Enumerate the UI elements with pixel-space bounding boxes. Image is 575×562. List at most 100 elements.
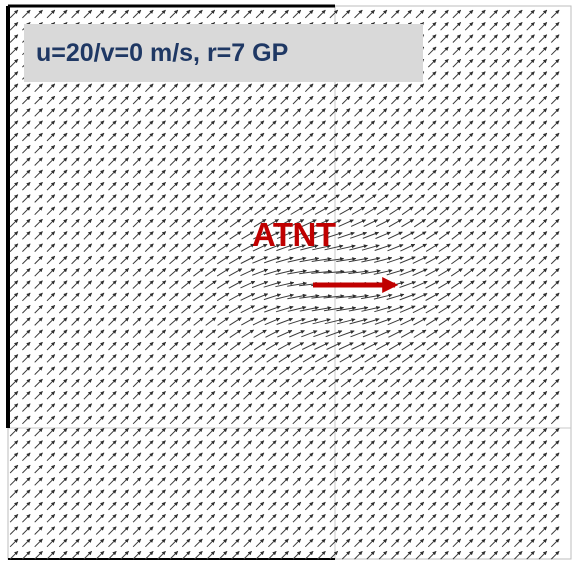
vector-arrow bbox=[46, 231, 56, 240]
vector-arrow bbox=[243, 145, 253, 154]
vector-arrow bbox=[366, 83, 375, 93]
vector-arrow bbox=[353, 415, 363, 425]
vector-arrow bbox=[304, 391, 315, 400]
vector-arrow bbox=[280, 108, 289, 117]
vector-arrow bbox=[501, 526, 511, 535]
vector-arrow bbox=[538, 22, 548, 31]
vector-arrow bbox=[415, 95, 425, 105]
vector-arrow bbox=[464, 22, 474, 31]
vector-arrow bbox=[255, 181, 265, 191]
vector-arrow bbox=[58, 83, 68, 93]
vector-arrow bbox=[132, 194, 142, 203]
vector-arrow bbox=[46, 464, 56, 474]
vector-arrow bbox=[338, 342, 354, 350]
vector-arrow bbox=[354, 83, 363, 93]
vector-arrow bbox=[341, 427, 351, 437]
vector-arrow bbox=[243, 538, 252, 548]
vector-arrow bbox=[378, 427, 388, 437]
vector-arrow bbox=[46, 9, 56, 19]
vector-arrow bbox=[464, 218, 474, 228]
vector-arrow bbox=[169, 403, 179, 412]
vector-arrow bbox=[34, 95, 43, 105]
vector-arrow bbox=[425, 280, 440, 289]
vector-arrow bbox=[415, 145, 425, 154]
vector-arrow bbox=[46, 452, 56, 462]
vector-arrow bbox=[401, 341, 414, 351]
vector-arrow bbox=[169, 391, 179, 400]
vector-arrow bbox=[336, 257, 357, 262]
vector-arrow bbox=[169, 145, 179, 154]
vector-arrow bbox=[95, 378, 105, 388]
vector-arrow bbox=[83, 9, 93, 19]
vector-arrow bbox=[538, 440, 548, 449]
vector-arrow bbox=[46, 489, 56, 498]
vector-arrow bbox=[287, 305, 307, 312]
vector-arrow bbox=[452, 58, 462, 68]
vector-arrow bbox=[194, 464, 203, 474]
vector-arrow bbox=[205, 341, 216, 351]
vector-arrow bbox=[514, 83, 523, 93]
vector-arrow bbox=[169, 95, 179, 105]
vector-arrow bbox=[329, 526, 339, 535]
vector-arrow bbox=[193, 268, 204, 277]
vector-arrow bbox=[58, 206, 68, 216]
vector-arrow bbox=[181, 354, 191, 363]
vector-arrow bbox=[120, 427, 129, 437]
vector-arrow bbox=[348, 256, 369, 263]
vector-arrow bbox=[194, 550, 203, 560]
vector-arrow bbox=[353, 391, 364, 400]
vector-arrow bbox=[292, 95, 302, 105]
vector-arrow bbox=[255, 403, 265, 412]
vector-arrow bbox=[438, 280, 451, 289]
vector-arrow bbox=[352, 194, 365, 203]
vector-arrow bbox=[58, 292, 68, 302]
vector-arrow bbox=[292, 9, 302, 19]
vector-arrow bbox=[169, 120, 179, 129]
vector-arrow bbox=[339, 206, 353, 215]
vector-arrow bbox=[243, 108, 252, 117]
vector-arrow bbox=[169, 366, 179, 375]
vector-arrow bbox=[218, 9, 228, 19]
vector-arrow bbox=[58, 194, 68, 203]
vector-arrow bbox=[144, 354, 154, 363]
vector-arrow bbox=[501, 108, 511, 117]
vector-arrow bbox=[9, 304, 19, 314]
vector-arrow bbox=[304, 464, 314, 474]
vector-arrow bbox=[169, 550, 179, 560]
vector-arrow bbox=[22, 317, 31, 326]
vector-arrow bbox=[501, 9, 511, 19]
vector-arrow bbox=[71, 514, 80, 523]
vector-arrow bbox=[217, 243, 230, 252]
vector-arrow bbox=[402, 378, 413, 388]
vector-arrow bbox=[58, 550, 68, 560]
vector-arrow bbox=[205, 255, 217, 265]
vector-arrow bbox=[83, 169, 93, 179]
vector-arrow bbox=[526, 46, 535, 56]
vector-arrow bbox=[304, 415, 314, 425]
vector-arrow bbox=[169, 132, 179, 142]
vector-arrow bbox=[34, 329, 43, 339]
vector-arrow bbox=[362, 318, 380, 325]
vector-arrow bbox=[538, 255, 548, 265]
vector-arrow bbox=[206, 464, 216, 474]
vector-arrow bbox=[550, 415, 560, 425]
vector-arrow bbox=[364, 354, 378, 363]
vector-arrow bbox=[514, 95, 523, 105]
vector-arrow bbox=[538, 280, 548, 289]
vector-arrow bbox=[71, 427, 80, 437]
vector-arrow bbox=[464, 329, 475, 339]
vector-arrow bbox=[22, 464, 31, 474]
vector-arrow bbox=[218, 477, 228, 486]
vector-arrow bbox=[108, 169, 117, 179]
vector-arrow bbox=[452, 403, 462, 412]
vector-arrow bbox=[501, 206, 511, 216]
vector-arrow bbox=[327, 354, 341, 363]
vector-arrow bbox=[414, 354, 426, 363]
vector-arrow bbox=[9, 206, 19, 216]
vector-arrow bbox=[193, 366, 204, 375]
vector-arrow bbox=[145, 391, 154, 400]
vector-arrow bbox=[263, 256, 281, 264]
vector-arrow bbox=[538, 403, 548, 412]
vector-arrow bbox=[132, 427, 142, 437]
vector-arrow bbox=[268, 538, 277, 548]
